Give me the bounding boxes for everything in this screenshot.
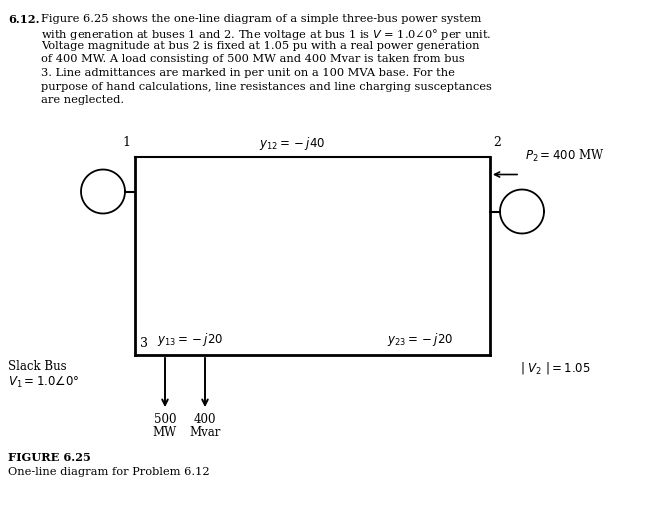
Text: of 400 MW. A load consisting of 500 MW and 400 Mvar is taken from bus: of 400 MW. A load consisting of 500 MW a… bbox=[41, 55, 465, 64]
Text: Figure 6.25 shows the one-line diagram of a simple three-bus power system: Figure 6.25 shows the one-line diagram o… bbox=[41, 14, 482, 24]
Text: 3: 3 bbox=[140, 337, 148, 350]
Text: Mvar: Mvar bbox=[189, 426, 221, 439]
Text: $y_{23} = -j20$: $y_{23} = -j20$ bbox=[387, 331, 453, 348]
Text: purpose of hand calculations, line resistances and line charging susceptances: purpose of hand calculations, line resis… bbox=[41, 82, 492, 91]
Text: MW: MW bbox=[153, 426, 177, 439]
Text: $|\ V_2\ |= 1.05$: $|\ V_2\ |= 1.05$ bbox=[520, 360, 591, 376]
Text: with generation at buses 1 and 2. The voltage at bus 1 is $V$ = 1.0∠0° per unit.: with generation at buses 1 and 2. The vo… bbox=[41, 27, 491, 42]
Text: 3. Line admittances are marked in per unit on a 100 MVA base. For the: 3. Line admittances are marked in per un… bbox=[41, 68, 455, 78]
Text: $y_{13} = -j20$: $y_{13} = -j20$ bbox=[157, 331, 223, 348]
Text: Slack Bus: Slack Bus bbox=[8, 360, 66, 373]
Text: 2: 2 bbox=[493, 136, 501, 149]
Text: 1: 1 bbox=[122, 136, 130, 149]
Text: 500: 500 bbox=[154, 413, 176, 426]
Text: Voltage magnitude at bus 2 is fixed at 1.05 pu with a real power generation: Voltage magnitude at bus 2 is fixed at 1… bbox=[41, 41, 480, 51]
Text: $y_{12} = -j40$: $y_{12} = -j40$ bbox=[259, 135, 326, 152]
Text: 400: 400 bbox=[194, 413, 216, 426]
Text: are neglected.: are neglected. bbox=[41, 95, 124, 105]
Text: One-line diagram for Problem 6.12: One-line diagram for Problem 6.12 bbox=[8, 467, 209, 477]
Text: FIGURE 6.25: FIGURE 6.25 bbox=[8, 452, 91, 463]
Text: 6.12.: 6.12. bbox=[8, 14, 40, 25]
Text: $P_2 = 400\ \mathregular{MW}$: $P_2 = 400\ \mathregular{MW}$ bbox=[525, 149, 604, 165]
Text: $V_1 = 1.0\angle 0°$: $V_1 = 1.0\angle 0°$ bbox=[8, 375, 79, 390]
